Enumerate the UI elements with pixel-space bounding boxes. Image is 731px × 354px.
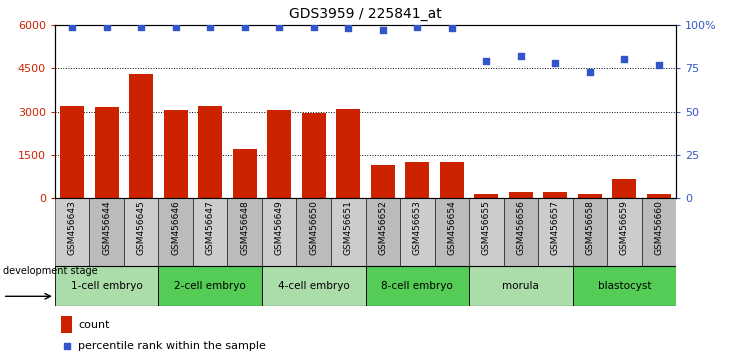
Text: GSM456658: GSM456658 (586, 200, 594, 255)
Point (480, 58, 492, 64)
Bar (405, 162, 429, 198)
Bar (607, 198, 642, 266)
Bar (55, 198, 89, 266)
Text: GSM456653: GSM456653 (413, 200, 422, 255)
Text: 4-cell embryo: 4-cell embryo (278, 281, 349, 291)
Bar (61, 316, 72, 333)
Bar (262, 266, 366, 306)
Text: 1-cell embryo: 1-cell embryo (71, 281, 143, 291)
Point (204, 24, 216, 29)
Text: GSM456646: GSM456646 (171, 200, 180, 255)
Bar (613, 179, 637, 198)
Point (515, 53, 526, 59)
Title: GDS3959 / 225841_at: GDS3959 / 225841_at (289, 7, 442, 21)
Text: GSM456648: GSM456648 (240, 200, 249, 255)
Bar (440, 162, 464, 198)
Point (412, 24, 423, 29)
Bar (297, 198, 331, 266)
Text: GSM456645: GSM456645 (137, 200, 145, 255)
Text: percentile rank within the sample: percentile rank within the sample (78, 341, 266, 351)
Bar (262, 198, 297, 266)
Bar (193, 198, 227, 266)
Text: blastocyst: blastocyst (598, 281, 651, 291)
Bar (60, 106, 84, 198)
Point (308, 24, 319, 29)
Point (67, 24, 78, 29)
Text: GSM456643: GSM456643 (67, 200, 77, 255)
Text: 2-cell embryo: 2-cell embryo (174, 281, 246, 291)
Bar (336, 109, 360, 198)
Bar (124, 198, 159, 266)
Bar (647, 194, 671, 198)
Bar (366, 198, 400, 266)
Bar (474, 194, 499, 198)
Text: GSM456649: GSM456649 (275, 200, 284, 255)
Text: morula: morula (502, 281, 539, 291)
Bar (94, 107, 118, 198)
Point (342, 25, 354, 31)
Bar (572, 266, 676, 306)
Text: GSM456659: GSM456659 (620, 200, 629, 255)
Bar (543, 193, 567, 198)
Bar (267, 110, 291, 198)
Text: GSM456660: GSM456660 (654, 200, 664, 255)
Point (446, 25, 458, 31)
Bar (538, 198, 572, 266)
Text: development stage: development stage (3, 266, 97, 276)
Bar (198, 106, 222, 198)
Bar (469, 198, 504, 266)
Bar (55, 266, 159, 306)
Point (377, 27, 389, 33)
Point (584, 69, 596, 74)
Bar (434, 198, 469, 266)
Bar (509, 192, 533, 198)
Point (101, 24, 113, 29)
Bar (159, 198, 193, 266)
Bar (164, 110, 188, 198)
Point (550, 60, 561, 66)
Bar (159, 266, 262, 306)
Point (618, 57, 630, 62)
Bar (400, 198, 434, 266)
Bar (572, 198, 607, 266)
Bar (469, 266, 572, 306)
Text: GSM456655: GSM456655 (482, 200, 491, 255)
Text: count: count (78, 320, 110, 330)
Bar (371, 165, 395, 198)
Point (273, 24, 285, 29)
Text: GSM456651: GSM456651 (344, 200, 353, 255)
Text: GSM456656: GSM456656 (516, 200, 526, 255)
Point (61, 343, 72, 349)
Bar (577, 194, 602, 198)
Bar (504, 198, 538, 266)
Point (135, 24, 147, 29)
Bar (227, 198, 262, 266)
Text: GSM456654: GSM456654 (447, 200, 456, 255)
Bar (129, 74, 154, 198)
Text: GSM456657: GSM456657 (551, 200, 560, 255)
Bar (642, 198, 676, 266)
Bar (302, 113, 326, 198)
Point (239, 24, 251, 29)
Bar (232, 149, 257, 198)
Point (170, 24, 181, 29)
Point (653, 62, 664, 68)
Text: GSM456652: GSM456652 (378, 200, 387, 255)
Text: 8-cell embryo: 8-cell embryo (382, 281, 453, 291)
Text: GSM456650: GSM456650 (309, 200, 318, 255)
Bar (331, 198, 366, 266)
Text: GSM456647: GSM456647 (205, 200, 215, 255)
Bar (366, 266, 469, 306)
Bar (89, 198, 124, 266)
Text: GSM456644: GSM456644 (102, 200, 111, 255)
